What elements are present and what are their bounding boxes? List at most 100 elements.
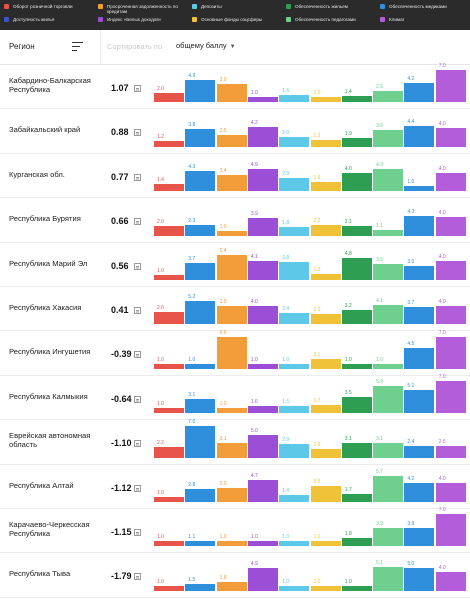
details-icon[interactable] — [134, 440, 141, 448]
indicator-bar — [341, 172, 372, 192]
sort-select[interactable]: общему баллу ▼ — [176, 41, 236, 50]
legend-item: Обеспеченность педагогами — [286, 17, 376, 27]
legend-swatch — [98, 4, 103, 9]
indicator-bar — [435, 305, 466, 325]
indicator-bar — [185, 363, 216, 369]
row-bars: 1.0 1.5 1.8 4.9 1.0 1.0 1.0 5.1 5.0 4.0 — [0, 552, 470, 596]
bar-value-label: 1.9 — [313, 175, 321, 182]
bar-value-label: 4.7 — [250, 473, 258, 480]
details-icon[interactable] — [134, 218, 141, 226]
legend-swatch — [4, 17, 9, 22]
row-bars: 1.0 1.1 1.0 1.0 1.0 1.0 1.8 3.9 3.9 7.0 — [0, 507, 470, 552]
bar-value-label: 1.6 — [282, 87, 290, 94]
indicator-bar — [247, 305, 278, 325]
table-row: Еврейская автономная область -1.10 2.2 7.0 3… — [0, 418, 470, 465]
bar-value-label: 3.1 — [188, 391, 196, 398]
row-bars: 1.0 2.8 2.9 4.7 1.4 3.5 1.7 5.7 4.2 4.0 — [0, 464, 470, 508]
details-icon[interactable] — [134, 173, 141, 181]
table-row: Курганская обл. 0.77 1.4 4.3 3.4 4.9 2.9 1.9 4.0… — [0, 153, 470, 199]
details-icon[interactable] — [134, 573, 141, 581]
bar-value-label: 3.5 — [344, 389, 352, 396]
region-score: 1.07 — [111, 83, 129, 93]
bar-value-label: 4.9 — [250, 161, 258, 168]
bar-value-label: 1.0 — [250, 90, 258, 97]
bar-value-label: 4.0 — [344, 165, 352, 172]
bar-value-label: 2.9 — [282, 170, 290, 177]
bar-value-label: 2.4 — [407, 439, 415, 446]
indicator-bar — [435, 217, 466, 236]
legend-item: Просроченная задолженность по кредитам — [98, 4, 188, 14]
bar-value-label: 4.9 — [376, 161, 384, 168]
indicator-bar — [435, 445, 466, 458]
indicator-bar — [279, 541, 310, 547]
table-row: Карачаево-Черкесская Республика -1.15 1.0 1… — [0, 507, 470, 554]
legend-swatch — [286, 4, 291, 9]
bar-value-label: 2.3 — [313, 306, 321, 313]
bar-value-label: 2.5 — [219, 128, 227, 135]
details-icon[interactable] — [134, 529, 141, 536]
indicator-bar — [404, 186, 435, 192]
bar-value-label: 1.1 — [376, 223, 384, 230]
indicator-bar — [247, 261, 278, 280]
details-icon[interactable] — [134, 351, 141, 359]
bar-value-label: 5.1 — [407, 382, 415, 389]
indicator-bar — [216, 582, 247, 591]
bar-value-label: 1.0 — [157, 356, 164, 363]
bar-value-label: 1.3 — [313, 133, 321, 140]
bar-value-label: 1.1 — [188, 533, 196, 540]
legend-label: Индекс «Белых доходов» — [107, 17, 162, 22]
row-bars: 1.0 1.0 9.6 1.0 1.0 2.1 1.0 1.0 4.5 7.0 — [0, 330, 470, 374]
bar-value-label: 1.9 — [344, 130, 352, 137]
bar-value-label: 5.4 — [219, 248, 227, 255]
details-icon[interactable] — [134, 307, 141, 314]
region-name: Курганская обл. — [9, 169, 65, 179]
indicator-bar — [247, 434, 278, 458]
indicator-bar — [341, 95, 372, 103]
indicator-bar — [279, 363, 310, 369]
indicator-bar — [216, 255, 247, 280]
indicator-bar — [279, 94, 310, 103]
bar-value-label: 2.0 — [282, 130, 290, 137]
indicator-bar — [404, 265, 435, 280]
indicator-bar — [404, 528, 435, 547]
details-icon[interactable] — [134, 262, 141, 270]
bar-value-label: 7.0 — [438, 63, 446, 70]
region-name: Республика Калмыкия — [9, 391, 88, 401]
bar-value-label: 7.0 — [438, 374, 446, 381]
bar-value-label: 3.1 — [219, 436, 227, 443]
bar-value-label: 1.5 — [282, 398, 290, 405]
bar-value-label: 4.0 — [438, 165, 446, 172]
bar-value-label: 1.0 — [157, 534, 164, 541]
bar-value-label: 4.0 — [438, 298, 446, 305]
bar-value-label: 2.5 — [438, 438, 446, 445]
legend-item: Доступность жилья — [4, 17, 94, 27]
region-name: Карачаево-Черкесская Республика — [9, 520, 90, 538]
details-icon[interactable] — [134, 395, 141, 403]
indicator-bar — [373, 168, 404, 192]
bar-value-label: 3.9 — [219, 299, 227, 306]
filter-icon[interactable] — [72, 42, 83, 51]
table-row: Республика Бурятия 0.66 2.0 2.3 1.0 3.9 1.8 2.2… — [0, 197, 470, 243]
indicator-bar — [279, 585, 310, 591]
bar-value-label: 1.0 — [407, 179, 415, 186]
indicator-bar — [154, 585, 184, 591]
bar-value-label: 1.3 — [313, 266, 321, 273]
bar-value-label: 4.0 — [438, 254, 446, 261]
table-row: Республика Тыва -1.79 1.0 1.5 1.8 4.9 1.0 1.0 1.… — [0, 552, 470, 598]
details-icon[interactable] — [134, 484, 141, 492]
indicator-bar — [310, 273, 341, 280]
indicator-bar — [185, 425, 216, 458]
bar-value-label: 4.0 — [438, 121, 446, 128]
region-score: 0.77 — [111, 171, 129, 182]
indicator-bar — [185, 171, 216, 192]
row-bars: 2.0 2.3 1.0 3.9 1.8 2.2 2.1 1.1 4.3 4.0 — [0, 197, 470, 241]
details-icon[interactable] — [134, 129, 141, 137]
bar-value-label: 7.0 — [188, 418, 196, 425]
bar-value-label: 5.0 — [250, 427, 258, 434]
indicator-bar — [435, 336, 466, 369]
details-icon[interactable] — [134, 85, 141, 92]
indicator-bar — [373, 230, 404, 236]
indicator-bar — [154, 312, 184, 325]
bar-value-label: 1.4 — [157, 177, 164, 184]
indicator-bar — [341, 363, 372, 369]
